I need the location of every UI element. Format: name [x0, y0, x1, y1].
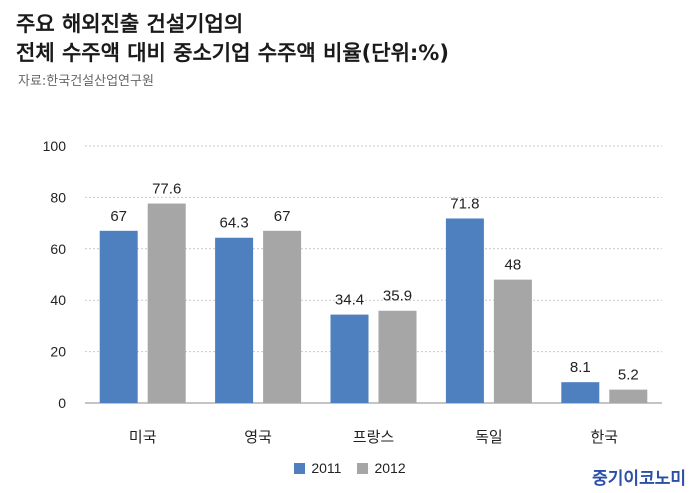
- data-label-2012-3: 48: [505, 257, 522, 274]
- data-label-2012-2: 35.9: [383, 288, 412, 305]
- brand-logo-text: 중기이코노미: [592, 469, 686, 489]
- bar-2012-1: [263, 230, 302, 403]
- x-tick-label: 한국: [590, 428, 618, 446]
- legend-swatch-2011: [294, 462, 306, 474]
- x-tick-label: 미국: [129, 428, 157, 446]
- bar-2011-1: [215, 237, 254, 403]
- data-label-2011-1: 64.3: [219, 215, 248, 232]
- data-label-2011-4: 8.1: [570, 359, 591, 376]
- y-tick-label: 80: [50, 189, 66, 205]
- y-tick-label: 20: [50, 344, 66, 360]
- bar-2012-4: [609, 389, 648, 403]
- bar-2011-0: [99, 230, 138, 403]
- data-label-2012-4: 5.2: [618, 367, 639, 384]
- legend-swatch-2012: [357, 462, 369, 474]
- legend-item-2012: 2012: [357, 460, 406, 476]
- legend: 2011 2012: [0, 460, 700, 476]
- bar-2011-4: [561, 382, 600, 403]
- legend-label-2011: 2011: [311, 460, 342, 476]
- y-tick-label: 100: [43, 138, 67, 154]
- data-label-2011-0: 67: [110, 208, 127, 225]
- x-tick-label: 독일: [475, 428, 503, 446]
- chart-title-line-1: 주요 해외진출 건설기업의: [16, 12, 244, 36]
- x-tick-label: 영국: [244, 428, 272, 446]
- chart-title-line-2: 전체 수주액 대비 중소기업 수주액 비율(단위:%): [16, 41, 449, 65]
- y-tick-label: 0: [58, 395, 66, 411]
- bar-2011-2: [330, 314, 369, 403]
- bar-2011-3: [445, 218, 484, 403]
- legend-label-2012: 2012: [374, 460, 406, 476]
- source-note: 자료:한국건설산업연구원: [18, 74, 154, 89]
- y-tick-label: 60: [50, 241, 66, 257]
- data-label-2012-1: 67: [274, 208, 291, 225]
- bar-2012-2: [378, 310, 417, 403]
- bar-2012-0: [147, 203, 186, 403]
- y-tick-label: 40: [50, 292, 66, 308]
- data-label-2011-2: 34.4: [335, 292, 364, 309]
- bar-2012-3: [493, 279, 532, 403]
- data-label-2011-3: 71.8: [450, 195, 479, 212]
- legend-item-2011: 2011: [294, 460, 341, 476]
- data-label-2012-0: 77.6: [152, 181, 181, 198]
- x-tick-label: 프랑스: [353, 428, 395, 446]
